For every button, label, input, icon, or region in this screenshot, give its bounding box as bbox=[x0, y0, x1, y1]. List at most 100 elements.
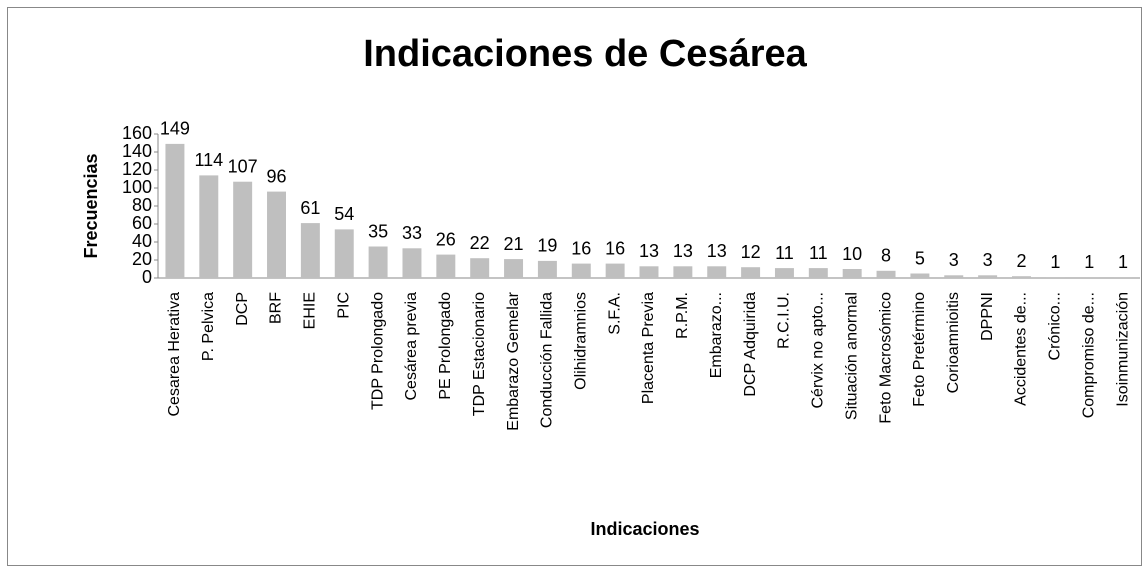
x-tick-label: PIC bbox=[335, 292, 352, 319]
data-label: 11 bbox=[809, 243, 828, 263]
x-tick-label: R.P.M. bbox=[674, 292, 691, 339]
x-tick-label: Placenta Previa bbox=[640, 292, 657, 404]
bar bbox=[639, 266, 659, 278]
bar bbox=[267, 191, 286, 278]
bar bbox=[1079, 277, 1099, 278]
y-tick-label: 20 bbox=[132, 249, 152, 269]
data-label: 26 bbox=[436, 229, 456, 249]
y-axis-title: Frecuencias bbox=[81, 153, 101, 258]
data-label: 21 bbox=[504, 234, 524, 254]
bar bbox=[233, 181, 253, 278]
bar bbox=[774, 268, 794, 278]
data-label: 10 bbox=[842, 244, 862, 264]
bar bbox=[944, 275, 964, 278]
bar bbox=[571, 263, 591, 278]
y-tick-label: 40 bbox=[132, 231, 152, 251]
chart-border bbox=[7, 7, 1142, 566]
bar bbox=[368, 246, 388, 278]
data-label: 13 bbox=[673, 241, 693, 261]
data-label: 149 bbox=[160, 119, 190, 139]
data-label: 1 bbox=[1084, 252, 1094, 272]
bar bbox=[436, 254, 456, 278]
data-label: 5 bbox=[915, 248, 925, 268]
data-label: 13 bbox=[707, 241, 727, 261]
data-label: 61 bbox=[300, 198, 320, 218]
x-tick-label: Crónico... bbox=[1047, 292, 1064, 360]
bar bbox=[537, 260, 557, 278]
data-label: 35 bbox=[368, 221, 388, 241]
x-tick-label: Embarazo Gemelar bbox=[505, 291, 522, 430]
x-tick-label: Corioamnioitis bbox=[945, 292, 962, 393]
x-tick-label: R.C.I.U. bbox=[776, 292, 793, 349]
x-tick-label: Situación anormal bbox=[843, 292, 860, 420]
bar bbox=[910, 273, 930, 278]
bar bbox=[605, 263, 625, 278]
data-label: 11 bbox=[775, 243, 794, 263]
x-tick-label: Cérvix no apto... bbox=[810, 292, 827, 409]
data-label: 2 bbox=[1016, 251, 1026, 271]
bar bbox=[504, 259, 524, 278]
x-tick-label: PE Prolongado bbox=[437, 292, 454, 400]
bar bbox=[300, 223, 320, 278]
data-label: 54 bbox=[334, 204, 354, 224]
data-label: 16 bbox=[605, 238, 625, 258]
bar bbox=[741, 267, 761, 278]
data-label: 22 bbox=[470, 233, 490, 253]
x-tick-label: BRF bbox=[268, 292, 285, 324]
x-tick-label: Isoinmunización bbox=[1114, 292, 1131, 407]
y-tick-label: 140 bbox=[122, 141, 152, 161]
y-tick-label: 100 bbox=[122, 177, 152, 197]
bar bbox=[876, 270, 896, 278]
x-tick-label: Feto Pretérmino bbox=[911, 292, 928, 407]
data-label: 8 bbox=[881, 246, 891, 266]
y-tick-label: 120 bbox=[122, 159, 152, 179]
x-tick-label: DPPNI bbox=[979, 292, 996, 341]
x-tick-label: EHIE bbox=[302, 292, 319, 329]
data-label: 1 bbox=[1050, 252, 1060, 272]
bar bbox=[470, 258, 490, 278]
y-tick-label: 160 bbox=[122, 123, 152, 143]
data-label: 12 bbox=[741, 242, 761, 262]
x-tick-label: Accidentes de... bbox=[1013, 292, 1030, 406]
x-tick-label: Cesárea previa bbox=[403, 292, 420, 401]
data-label: 3 bbox=[949, 250, 959, 270]
bar bbox=[1113, 277, 1133, 278]
data-label: 114 bbox=[194, 150, 223, 170]
x-tick-label: Conducción Fallida bbox=[539, 292, 556, 428]
bar bbox=[1045, 277, 1065, 278]
chart-title: Indicaciones de Cesárea bbox=[363, 33, 807, 75]
x-tick-label: DCP bbox=[234, 292, 251, 326]
data-label: 13 bbox=[639, 241, 659, 261]
x-tick-label: Compromiso de... bbox=[1080, 292, 1097, 418]
data-label: 107 bbox=[228, 156, 258, 176]
bar bbox=[1012, 276, 1031, 278]
x-tick-label: TDP Estacionario bbox=[471, 292, 488, 416]
x-tick-label: Feto Macrosómico bbox=[877, 292, 894, 424]
y-tick-label: 0 bbox=[142, 267, 152, 287]
bar bbox=[334, 229, 354, 278]
x-tick-label: Embarazo... bbox=[708, 292, 725, 378]
bar bbox=[402, 248, 422, 278]
x-tick-label: P. Pelvica bbox=[200, 292, 217, 361]
bar bbox=[199, 175, 219, 278]
bar bbox=[707, 266, 727, 278]
data-label: 3 bbox=[983, 250, 993, 270]
bar bbox=[673, 266, 693, 278]
bar bbox=[165, 143, 185, 278]
bar bbox=[978, 275, 998, 278]
x-tick-label: TDP Prolongado bbox=[369, 292, 386, 410]
data-label: 19 bbox=[537, 236, 557, 256]
data-label: 33 bbox=[402, 223, 422, 243]
data-label: 96 bbox=[267, 166, 287, 186]
x-tick-label: DCP Adquirida bbox=[742, 292, 759, 397]
y-tick-label: 60 bbox=[132, 213, 152, 233]
data-label: 1 bbox=[1118, 252, 1128, 272]
x-tick-label: S.F.A. bbox=[606, 292, 623, 335]
data-label: 16 bbox=[571, 238, 591, 258]
x-axis-title: Indicaciones bbox=[590, 519, 699, 539]
x-tick-label: Cesarea Herativa bbox=[166, 292, 183, 417]
bar bbox=[808, 268, 828, 278]
y-tick-label: 80 bbox=[132, 195, 152, 215]
